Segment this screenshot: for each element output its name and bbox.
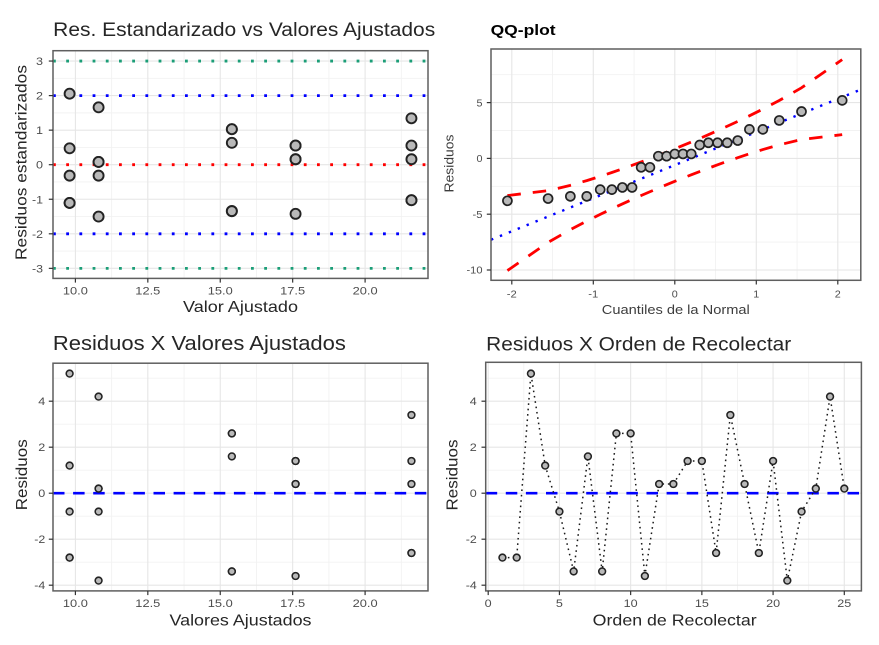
svg-text:10.0: 10.0 — [63, 286, 88, 298]
svg-text:2: 2 — [36, 91, 43, 103]
svg-text:5: 5 — [556, 598, 563, 610]
svg-text:-5: -5 — [473, 210, 483, 221]
svg-text:0: 0 — [36, 160, 43, 172]
svg-text:1: 1 — [753, 289, 759, 300]
svg-text:4: 4 — [470, 396, 477, 408]
svg-text:-1: -1 — [588, 289, 598, 300]
svg-text:Residuos: Residuos — [441, 134, 456, 193]
svg-text:-2: -2 — [507, 289, 517, 300]
svg-text:2: 2 — [38, 442, 45, 454]
svg-text:Residuos X Valores Ajustados: Residuos X Valores Ajustados — [53, 333, 346, 355]
svg-text:-2: -2 — [32, 229, 43, 241]
svg-text:17.5: 17.5 — [280, 598, 305, 610]
svg-text:0: 0 — [477, 154, 483, 165]
svg-text:12.5: 12.5 — [135, 598, 160, 610]
svg-text:2: 2 — [470, 442, 477, 454]
svg-text:-10: -10 — [467, 266, 483, 277]
svg-text:12.5: 12.5 — [135, 286, 160, 298]
svg-text:Residuos estandarizados: Residuos estandarizados — [13, 65, 30, 260]
svg-text:-4: -4 — [34, 580, 45, 592]
svg-text:10: 10 — [624, 598, 638, 610]
svg-text:0: 0 — [485, 598, 492, 610]
svg-text:Cuantiles de la Normal: Cuantiles de la Normal — [602, 302, 750, 317]
svg-text:15.0: 15.0 — [208, 598, 233, 610]
svg-text:QQ-plot: QQ-plot — [491, 22, 556, 39]
svg-text:Residuos: Residuos — [14, 439, 31, 510]
svg-text:Orden de Recolectar: Orden de Recolectar — [593, 612, 758, 629]
svg-text:10.0: 10.0 — [63, 598, 88, 610]
svg-text:-2: -2 — [34, 534, 45, 546]
svg-text:20.0: 20.0 — [353, 598, 378, 610]
svg-text:0: 0 — [470, 488, 477, 500]
svg-text:17.5: 17.5 — [280, 286, 305, 298]
svg-text:20.0: 20.0 — [353, 286, 378, 298]
svg-text:0: 0 — [38, 488, 45, 500]
svg-text:Residuos X Orden de Recolectar: Residuos X Orden de Recolectar — [486, 334, 792, 355]
svg-text:Valor Ajustado: Valor Ajustado — [183, 299, 298, 316]
svg-text:15: 15 — [695, 598, 709, 610]
svg-text:1: 1 — [36, 125, 43, 137]
svg-text:5: 5 — [477, 98, 483, 109]
svg-text:-4: -4 — [466, 580, 477, 592]
svg-text:-1: -1 — [32, 194, 43, 206]
svg-text:20: 20 — [766, 598, 780, 610]
svg-text:25: 25 — [837, 598, 851, 610]
svg-text:Residuos: Residuos — [445, 440, 462, 511]
svg-text:Res. Estandarizado vs Valores: Res. Estandarizado vs Valores Ajustados — [53, 20, 435, 41]
svg-text:2: 2 — [835, 289, 841, 300]
svg-text:4: 4 — [38, 396, 45, 408]
svg-text:Valores Ajustados: Valores Ajustados — [170, 612, 312, 629]
svg-text:3: 3 — [36, 56, 43, 68]
svg-text:15.0: 15.0 — [208, 286, 233, 298]
svg-text:-2: -2 — [466, 534, 477, 546]
svg-text:-3: -3 — [32, 263, 43, 275]
svg-text:0: 0 — [672, 289, 678, 300]
